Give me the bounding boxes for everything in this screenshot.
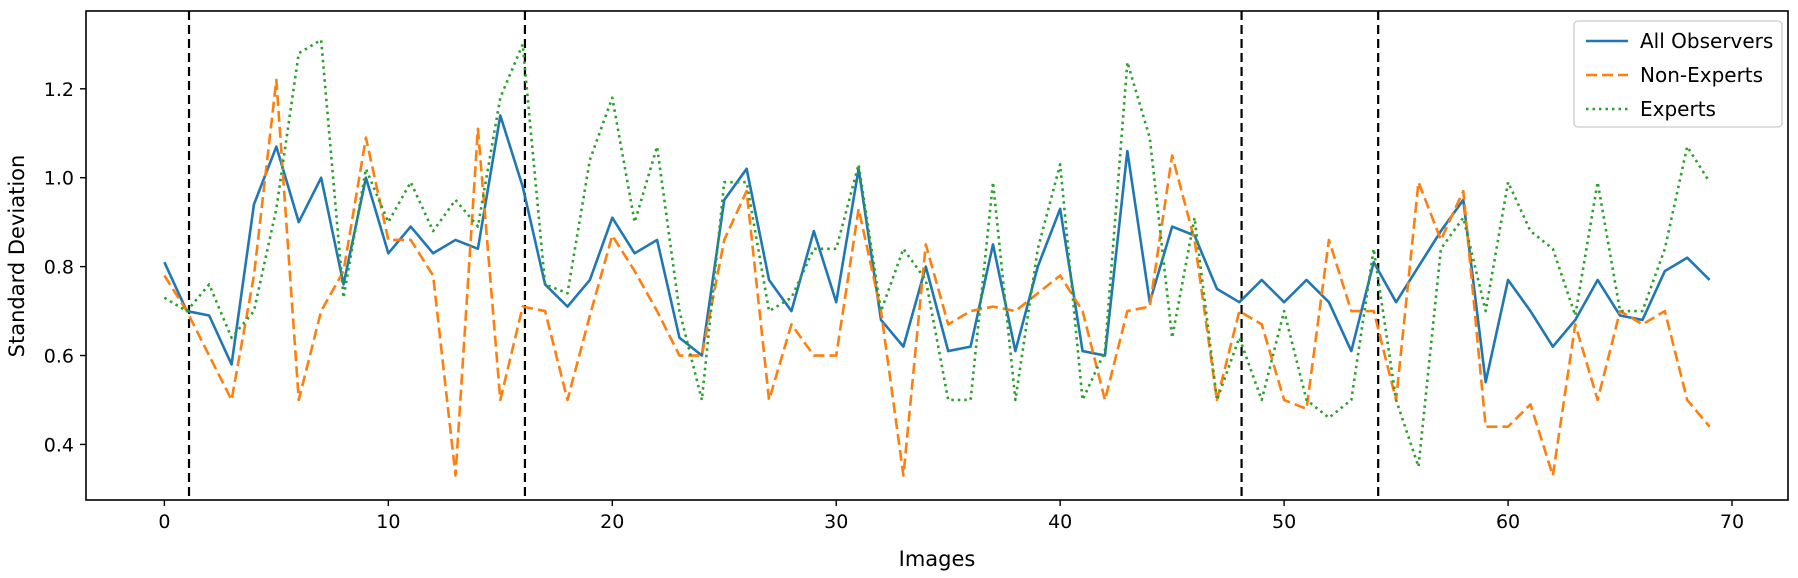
x-tick-label: 20 [600,511,624,533]
x-axis-ticks: 0 10 20 30 40 50 60 70 [158,500,1744,533]
x-tick-label: 10 [376,511,400,533]
series-lines [163,38,1711,477]
legend-box [1573,20,1783,128]
vertical-dashed-lines [187,11,1380,500]
x-tick-label: 60 [1496,511,1520,533]
x-axis-title: Images [899,547,976,571]
series-line-3 [163,38,1711,468]
x-tick-label: 40 [1048,511,1072,533]
y-tick-label: 1.0 [44,168,74,190]
x-tick-label: 30 [824,511,848,533]
y-tick-label: 0.8 [44,257,74,279]
legend-label: Experts [1640,97,1716,121]
plot-frame [85,10,1789,501]
legend-label: Non-Experts [1640,63,1763,87]
x-tick-label: 50 [1272,511,1296,533]
series-line-2 [163,78,1711,477]
legend-label: All Observers [1640,29,1773,53]
y-axis-title: Standard Deviation [5,155,29,358]
y-tick-label: 1.2 [44,79,74,101]
x-tick-label: 70 [1720,511,1744,533]
x-tick-label: 0 [158,511,170,533]
y-tick-label: 0.6 [44,346,74,368]
y-tick-label: 0.4 [44,434,74,456]
legend: All Observers Non-Experts Experts [1573,20,1783,128]
y-axis-ticks: 0.4 0.6 0.8 1.0 1.2 [44,79,86,456]
